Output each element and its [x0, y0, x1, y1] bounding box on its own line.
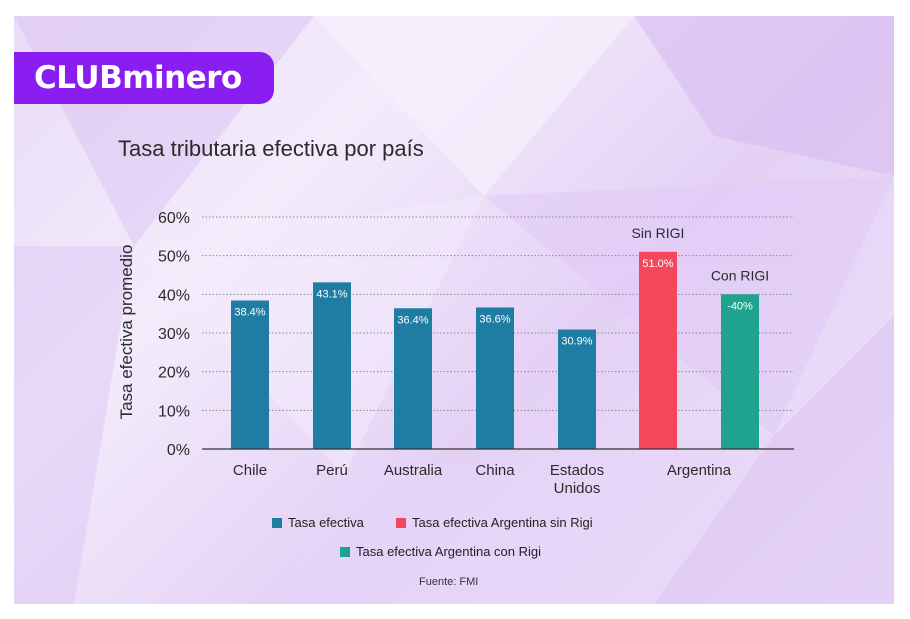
y-tick-label: 10% — [158, 403, 190, 420]
bar — [394, 308, 432, 449]
legend-label: Tasa efectiva Argentina sin Rigi — [412, 515, 593, 530]
y-tick-label: 20% — [158, 365, 190, 382]
bar — [313, 282, 351, 449]
x-tick-label: Estados Unidos — [550, 462, 604, 497]
legend-swatch — [340, 547, 350, 557]
bar — [231, 300, 269, 449]
bar-value-label: 36.6% — [479, 313, 510, 325]
legend-label: Tasa efectiva — [288, 515, 364, 530]
brand-logo: CLUBminero — [14, 52, 274, 104]
bar — [476, 307, 514, 449]
bar — [639, 251, 677, 449]
x-tick-label: Perú — [316, 462, 348, 479]
legend-item-sin-rigi: Tasa efectiva Argentina sin Rigi — [396, 515, 593, 531]
legend-item-con-rigi: Tasa efectiva Argentina con Rigi — [340, 544, 541, 560]
y-tick-label: 60% — [158, 210, 190, 227]
bar-value-label: 30.9% — [561, 336, 592, 348]
bar-annotation: Con RIGI — [711, 267, 769, 283]
x-tick-label: Australia — [384, 462, 443, 479]
bar-value-label: 43.1% — [316, 288, 347, 300]
y-axis-ticks: 0% 10% 20% 30% 40% 50% 60% — [158, 210, 190, 459]
bar — [558, 329, 596, 449]
legend-label: Tasa efectiva Argentina con Rigi — [356, 544, 541, 559]
bar-annotation: Sin RIGI — [632, 225, 685, 241]
x-tick-label: Argentina — [667, 462, 732, 479]
bar — [721, 294, 759, 449]
legend-swatch — [396, 518, 406, 528]
bar-value-label: 51.0% — [642, 258, 673, 270]
bars: 38.4% 43.1% 36.4% 36.6% 30.9% 51.0% Sin RIGI -4… — [231, 225, 769, 449]
background-facets — [14, 16, 894, 604]
x-axis-ticks: Chile Perú Australia China Estados Unidos Arge… — [233, 462, 732, 497]
x-tick-label: Chile — [233, 462, 267, 479]
source-note: Fuente: FMI — [419, 576, 479, 588]
bar-value-label: 36.4% — [397, 314, 428, 326]
bar-value-label: -40% — [727, 300, 753, 312]
y-axis-label: Tasa efectiva promedio — [117, 245, 136, 420]
y-tick-label: 30% — [158, 326, 190, 343]
bar-value-label: 38.4% — [234, 307, 265, 319]
y-tick-label: 40% — [158, 287, 190, 304]
legend-item-tasa-efectiva: Tasa efectiva — [272, 515, 364, 531]
legend-swatch — [272, 518, 282, 528]
chart-title: Tasa tributaria efectiva por país — [118, 136, 424, 161]
gridlines — [202, 216, 794, 411]
y-tick-label: 0% — [167, 442, 190, 459]
x-tick-label: China — [475, 462, 515, 479]
y-tick-label: 50% — [158, 249, 190, 266]
